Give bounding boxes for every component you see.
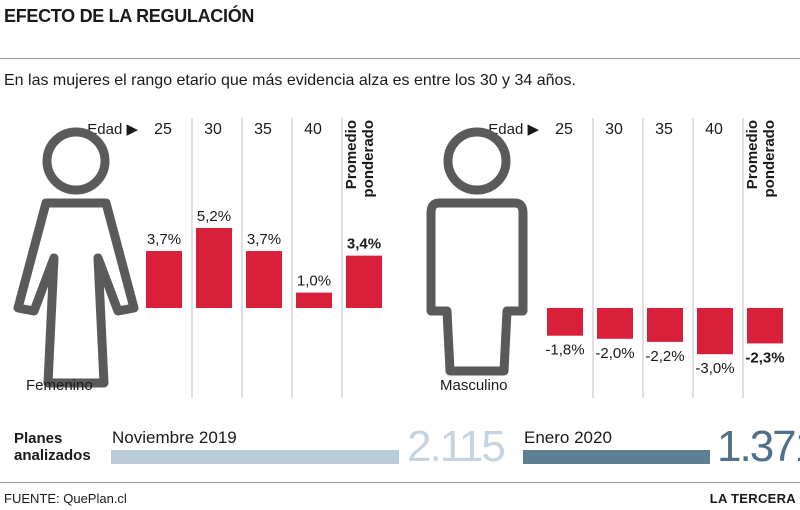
data-bar xyxy=(146,251,182,308)
age-tick-label: 30 xyxy=(605,121,623,138)
age-tick-label: 40 xyxy=(304,121,322,138)
age-axis-label: Edad ▶ xyxy=(87,121,138,138)
data-label: 5,2% xyxy=(197,208,231,225)
weighted-average-tick-label: Promedio xyxy=(744,120,761,189)
data-label: 1,0% xyxy=(297,273,331,290)
data-label: 3,4% xyxy=(347,236,381,253)
data-bar xyxy=(346,255,382,308)
period-label-ene: Enero 2020 xyxy=(524,428,612,447)
data-bar xyxy=(597,308,633,339)
data-label: -2,3% xyxy=(745,349,784,366)
data-bar xyxy=(747,308,783,344)
title-rule xyxy=(0,58,800,59)
chart-subtitle: En las mujeres el rango etario que más e… xyxy=(4,72,576,89)
data-label: -2,0% xyxy=(595,345,634,362)
data-bar xyxy=(296,292,332,308)
footer-rule xyxy=(0,482,800,483)
age-tick-label: 40 xyxy=(705,121,723,138)
data-bar xyxy=(697,308,733,355)
plans-label-line1: Planes xyxy=(14,430,63,447)
weighted-average-tick-label: Promedio xyxy=(343,120,360,189)
data-bar xyxy=(196,227,232,308)
data-bar xyxy=(246,251,282,308)
plans-bar-ene xyxy=(523,450,710,464)
data-bar xyxy=(647,308,683,342)
data-label: 3,7% xyxy=(247,231,281,248)
gender-label: Masculino xyxy=(440,377,508,394)
panel-femenino: Edad ▶ 25 3,7% 30 5,2% 35 3,7% 40 1,0% Promedio po… xyxy=(13,118,382,398)
data-bar xyxy=(547,308,583,336)
age-tick-label: 30 xyxy=(204,121,222,138)
plans-bar-nov xyxy=(111,450,399,464)
age-tick-label: 25 xyxy=(154,121,172,138)
plans-label-line2: analizados xyxy=(14,447,91,464)
female-silhouette-icon xyxy=(13,127,139,388)
age-tick-label: 25 xyxy=(555,121,573,138)
gender-label: Femenino xyxy=(26,377,93,394)
data-label: 3,7% xyxy=(147,231,181,248)
age-tick-label: 35 xyxy=(655,121,673,138)
weighted-average-tick-label: ponderado xyxy=(761,120,778,198)
source-note: FUENTE: QuePlan.cl xyxy=(4,491,127,506)
plans-value-ene: 1.371 xyxy=(717,422,800,471)
plans-value-nov: 2.115 xyxy=(407,422,506,471)
male-silhouette-icon xyxy=(426,127,528,376)
chart-title: EFECTO DE LA REGULACIÓN xyxy=(4,6,255,26)
period-label-nov: Noviembre 2019 xyxy=(112,428,237,447)
chart-svg: Edad ▶ 253,7%305,2%353,7%401,0%Promedio po… xyxy=(13,118,785,398)
data-label: -2,2% xyxy=(645,348,684,365)
age-axis-label: Edad ▶ xyxy=(488,121,539,138)
plans-label: Planes analizados xyxy=(14,430,91,464)
panel-masculino: Edad ▶ 25 -1,8% 30 -2,0% 35 -2,2% 40 -3,0% Promed… xyxy=(426,118,785,398)
age-tick-label: 35 xyxy=(254,121,272,138)
data-label: -1,8% xyxy=(545,342,584,359)
weighted-average-tick-label: ponderado xyxy=(360,120,377,198)
brand-logo: LA TERCERA xyxy=(709,491,796,506)
data-label: -3,0% xyxy=(695,360,734,377)
